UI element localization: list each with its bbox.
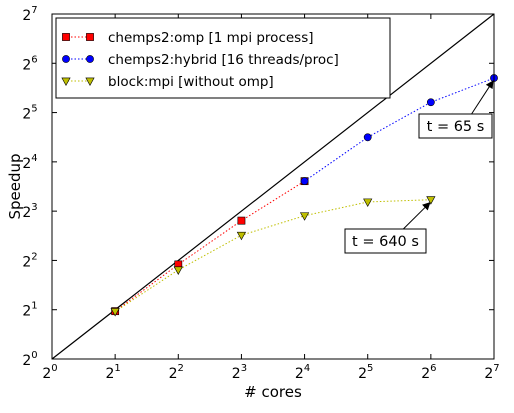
legend-marker [61, 77, 71, 87]
annotation: t = 65 s [418, 80, 494, 139]
data-point [300, 177, 309, 186]
legend-label: chemps2:omp [1 mpi process] [108, 30, 314, 46]
data-point [236, 231, 247, 241]
legend-entry: chemps2:hybrid [16 threads/proc] [62, 52, 339, 68]
y-tick-label: 25 [22, 104, 37, 123]
legend-entry: block:mpi [without omp] [61, 74, 274, 90]
legend-marker [86, 55, 94, 63]
x-tick-label: 23 [232, 363, 247, 382]
annotation-label: t = 65 s [427, 119, 485, 135]
legend-marker [85, 77, 95, 87]
y-tick-label: 27 [22, 5, 37, 24]
data-point [173, 266, 183, 275]
x-tick-label: 21 [105, 363, 120, 382]
ideal-speedup-line [51, 13, 495, 360]
legend-label: chemps2:hybrid [16 threads/proc] [108, 52, 339, 68]
annotation-box [418, 113, 493, 139]
annotation-label: t = 640 s [352, 234, 419, 250]
y-axis-label: Speedup [6, 153, 24, 219]
legend-marker [62, 55, 70, 63]
y-tick-label: 22 [22, 251, 37, 270]
data-point [110, 308, 120, 317]
data-point [363, 198, 373, 208]
plot-area [51, 13, 498, 360]
series-layer [110, 74, 498, 317]
x-tick-label: 20 [42, 363, 57, 382]
x-axis-label: # cores [244, 383, 302, 401]
series-2 [110, 196, 436, 317]
legend-marker [62, 33, 70, 41]
annotation-box [344, 228, 427, 254]
y-tick-label: 23 [22, 202, 37, 221]
plot-frame [51, 13, 495, 360]
series-line [114, 180, 305, 312]
legend-entry: chemps2:omp [1 mpi process] [62, 30, 314, 46]
data-point [426, 196, 436, 205]
y-tick-label: 24 [22, 153, 37, 172]
axis-ticks: 20 21 22 23 24 25 26 27 20 21 22 23 24 25 26 27 [22, 5, 499, 382]
annotation: t = 640 s [344, 201, 431, 254]
y-tick-label: 26 [22, 54, 37, 73]
data-point [299, 212, 310, 221]
legend-box [55, 17, 391, 99]
data-point [363, 133, 372, 142]
series-1 [300, 74, 498, 186]
x-tick-label: 27 [484, 363, 499, 382]
annotations: t = 65 s t = 640 s [344, 80, 494, 254]
annotation-arrow [402, 201, 431, 230]
x-tick-label: 24 [295, 363, 310, 382]
series-line [304, 77, 495, 182]
x-tick-label: 22 [169, 363, 184, 382]
data-point [237, 216, 246, 225]
legend: chemps2:omp [1 mpi process] chemps2:hybri… [55, 17, 391, 99]
series-line [114, 199, 431, 312]
x-tick-label: 26 [421, 363, 436, 382]
y-tick-label: 21 [22, 301, 37, 320]
annotation-arrow [471, 80, 494, 115]
data-point [426, 98, 435, 107]
y-tick-label: 20 [22, 350, 37, 369]
legend-label: block:mpi [without omp] [108, 74, 274, 90]
series-0 [111, 177, 309, 316]
x-tick-label: 25 [358, 363, 373, 382]
legend-marker [86, 33, 94, 41]
